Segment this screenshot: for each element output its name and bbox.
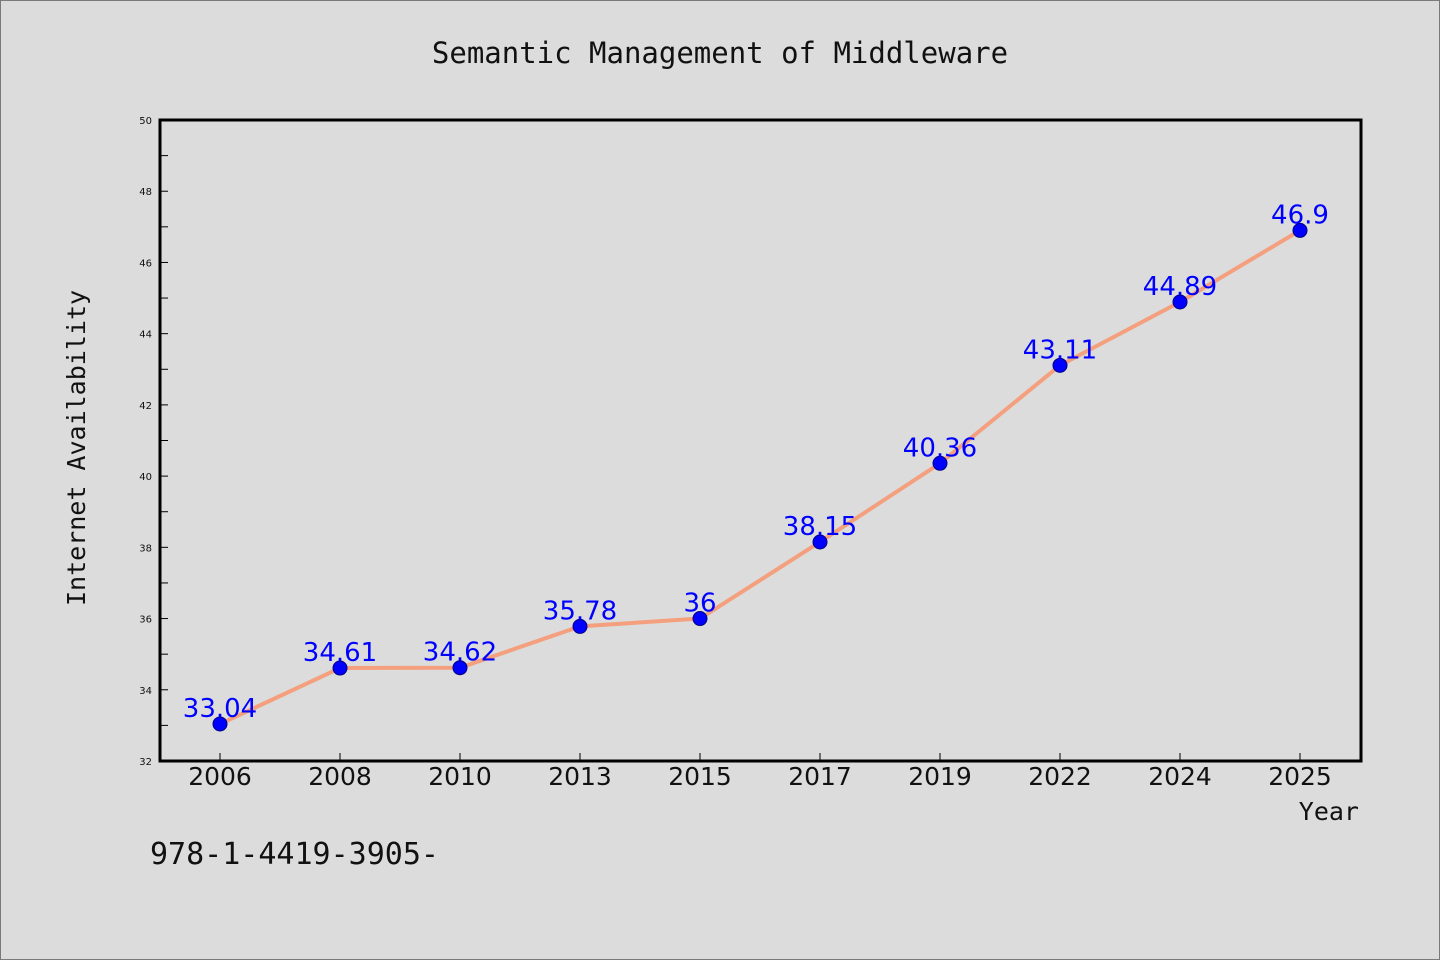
y-tick-label: 32 [139,757,152,768]
y-tick-label: 48 [139,187,152,198]
data-label-2024: 44.89 [1143,272,1217,302]
data-point-2022 [1052,357,1068,373]
y-tick-label: 44 [139,330,152,341]
data-point-2024 [1172,294,1188,310]
data-point-2015 [692,611,708,627]
x-tick-label: 2008 [308,762,372,791]
x-axis: 2006 2008 2010 2013 2015 2017 2019 2022 2024 2025 [188,753,1332,791]
y-tick-label: 36 [139,615,152,626]
y-tick-label: 46 [139,258,152,269]
x-tick-label: 2019 [908,762,972,791]
x-tick-label: 2013 [548,762,612,791]
footnote-text: 978-1-4419-3905- [150,837,439,872]
data-labels: 33.04 34.61 34.62 35.78 36 38.15 40.36 43.11 44.… [183,200,1329,724]
x-tick-label: 2006 [188,762,252,791]
x-tick-label: 2015 [668,762,732,791]
series-polyline [219,228,1302,726]
y-axis: 32 34 36 38 40 42 44 46 48 50 [139,116,168,768]
data-label-2013: 35.78 [543,596,617,626]
x-axis-label: Year [1299,797,1359,826]
data-point-2013 [572,618,588,634]
series-line [219,228,1302,726]
y-tick-label: 50 [139,116,152,127]
y-axis-label: Internet Availability [62,290,91,606]
data-label-2010: 34.62 [423,638,497,668]
x-tick-label: 2025 [1268,762,1332,791]
series-markers [212,222,1308,732]
data-label-2019: 40.36 [903,433,977,463]
data-point-2025 [1292,222,1308,238]
x-tick-label: 2010 [428,762,492,791]
y-tick-label: 40 [139,472,152,483]
data-label-2008: 34.61 [303,638,377,668]
data-label-2015: 36 [683,589,716,619]
data-point-2006 [212,716,228,732]
data-label-2025: 46.9 [1271,200,1329,230]
data-label-2022: 43.11 [1023,335,1097,365]
data-label-2017: 38.15 [783,512,857,542]
data-point-2010 [452,660,468,676]
y-tick-label: 42 [139,401,152,412]
data-point-2019 [932,455,948,471]
data-point-2008 [332,660,348,676]
y-tick-label: 34 [139,686,152,697]
data-point-2017 [812,534,828,550]
x-tick-label: 2024 [1148,762,1212,791]
data-label-2006: 33.04 [183,694,257,724]
y-tick-label: 38 [139,543,152,554]
chart-title: Semantic Management of Middleware [432,36,1008,70]
x-tick-label: 2022 [1028,762,1092,791]
x-tick-label: 2017 [788,762,852,791]
